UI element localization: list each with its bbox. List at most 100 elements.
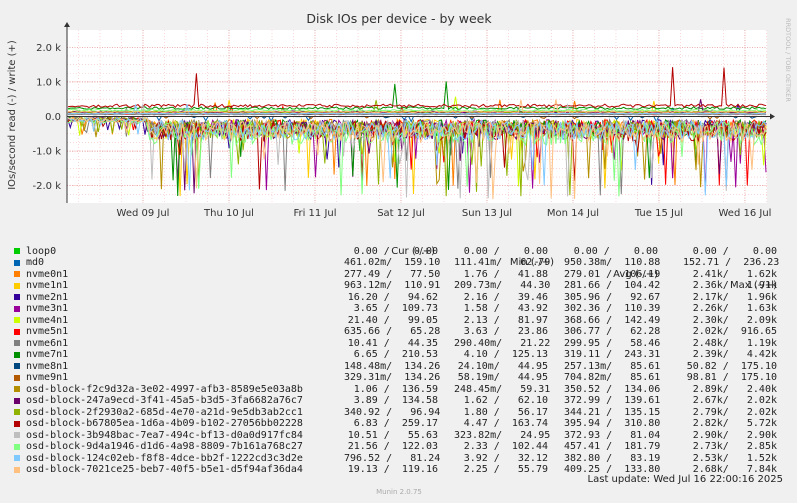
legend-value-avg: 344.21 / 135.15 xyxy=(564,406,661,418)
legend-value-cur: 6.65 / 210.53 xyxy=(353,349,438,360)
x-tick-label: Sat 12 Jul xyxy=(377,208,425,219)
legend-row: nvme9n1 329.31m/ 134.26 58.19m/ 44.95 704.8… xyxy=(14,372,777,384)
legend-value-max: 2.90k/ 2.90k xyxy=(692,429,777,441)
legend-series-name: osd-block-7021ce25-beb7-40f5-b5e1-d5f94a… xyxy=(26,464,303,475)
legend-value-min: 4.47 / 163.74 xyxy=(463,418,548,429)
legend-value-cur: 19.13 / 119.16 xyxy=(347,464,438,475)
legend-row: osd-block-247a9ecd-3f41-45a5-b3d5-3fa668… xyxy=(14,395,777,407)
legend-swatch-icon xyxy=(14,432,20,438)
legend-series-name: nvme2n1 xyxy=(26,291,69,303)
last-update-text: Last update: Wed Jul 16 22:00:16 2025 xyxy=(588,474,783,485)
legend-value-min: 24.10m/ 44.95 xyxy=(457,360,548,372)
series-read-line xyxy=(67,116,767,200)
legend-value-min: 209.73m/ 44.30 xyxy=(454,280,551,291)
legend-value-min: 1.58 / 43.92 xyxy=(463,303,548,314)
legend-value-avg: 319.11 / 243.31 xyxy=(564,349,661,360)
legend-value-max: 2.02k/ 916.65 xyxy=(692,326,777,337)
legend-value-max: 2.30k/ 2.09k xyxy=(692,314,777,326)
legend-value-max: 2.39k/ 4.42k xyxy=(692,349,777,360)
series-write-line xyxy=(68,106,767,116)
legend-row: nvme4n1 21.40 / 99.05 2.13 / 81.97 368.66 /… xyxy=(14,315,777,327)
legend-value-max: 2.82k/ 5.72k xyxy=(692,418,777,429)
grid-lines xyxy=(67,30,767,203)
legend-value-avg: 409.25 / 133.80 xyxy=(564,464,661,475)
x-tick-label: Thu 10 Jul xyxy=(203,208,254,219)
legend-header-max: Max (-/+) xyxy=(729,280,777,291)
legend-row: nvme0n1 277.49 / 77.50 1.76 / 41.88 279.01 … xyxy=(14,269,777,281)
legend-value-avg: 302.36 / 110.39 xyxy=(564,303,661,314)
legend-value-max: 2.26k/ 1.63k xyxy=(692,303,777,314)
legend-swatch-icon xyxy=(14,386,20,392)
legend-series-name: nvme6n1 xyxy=(26,337,69,349)
legend-value-cur: 796.52 / 81.24 xyxy=(344,452,441,464)
legend-value-cur: 0.00 / 0.00 xyxy=(353,245,438,257)
rrdtool-watermark: RRDTOOL / TOBI OETIKER xyxy=(784,18,792,102)
legend-value-cur: 461.02m/ 159.10 xyxy=(344,257,441,268)
legend-value-max: 152.71 / 236.23 xyxy=(683,257,780,268)
legend-swatch-icon xyxy=(14,466,20,473)
legend-swatch-icon xyxy=(14,409,20,415)
legend-value-max: 2.48k/ 1.19k xyxy=(692,337,777,349)
legend-row: nvme8n1 148.48m/ 134.26 24.10m/ 44.95 257.1… xyxy=(14,361,777,373)
legend-series-name: nvme4n1 xyxy=(26,314,69,326)
legend-series-name: osd-block-f2c9d32a-3e02-4997-afb3-8589e5… xyxy=(26,383,303,395)
legend-row: nvme3n1 3.65 / 109.73 1.58 / 43.92 302.36 /… xyxy=(14,303,777,315)
legend-value-max: 2.67k/ 2.02k xyxy=(692,395,777,406)
legend-value-min: 290.40m/ 21.22 xyxy=(454,337,551,349)
legend-row: osd-block-124c02eb-f8f8-4dce-bb2f-1222cd… xyxy=(14,453,777,465)
series-write-line xyxy=(67,81,767,111)
legend-row: nvme6n1 10.41 / 44.35 290.40m/ 21.22 299.95… xyxy=(14,338,777,350)
legend-swatch-icon xyxy=(14,328,20,335)
series-write-line xyxy=(67,67,767,109)
legend: Cur (-/+) Min (-/+) Avg (-/+) Max (-/+) … xyxy=(14,234,779,476)
legend-value-avg: 457.41 / 181.79 xyxy=(564,441,661,452)
y-tick-label: 2.0 k xyxy=(36,43,61,54)
legend-value-min: 2.25 / 55.79 xyxy=(463,464,548,475)
legend-swatch-icon xyxy=(14,340,20,346)
legend-series-name: nvme5n1 xyxy=(26,326,69,337)
y-axis-label: IOs/second read (-) / write (+) xyxy=(7,40,18,190)
legend-value-cur: 3.65 / 109.73 xyxy=(353,303,438,314)
legend-value-avg: 257.13m/ 85.61 xyxy=(564,360,661,372)
legend-series-name: nvme0n1 xyxy=(26,268,69,280)
legend-swatch-icon xyxy=(14,443,20,450)
legend-value-max: 50.82 / 175.10 xyxy=(686,360,777,372)
legend-row: nvme7n1 6.65 / 210.53 4.10 / 125.13 319.11 … xyxy=(14,349,777,361)
legend-value-cur: 3.89 / 134.58 xyxy=(353,395,438,406)
legend-value-avg: 299.95 / 58.46 xyxy=(564,337,661,349)
legend-value-avg: 382.80 / 83.19 xyxy=(564,452,661,464)
legend-value-max: 2.79k/ 2.02k xyxy=(692,406,777,418)
legend-value-cur: 6.83 / 259.17 xyxy=(353,418,438,429)
legend-value-cur: 16.20 / 94.62 xyxy=(347,291,438,303)
x-axis-arrow-icon xyxy=(770,113,775,120)
legend-series-name: osd-block-2f2930a2-685d-4e70-a21d-9e5db3… xyxy=(26,406,303,418)
legend-row: md0 461.02m/ 159.10 111.41m/ 62.79 950.38m/… xyxy=(14,257,779,269)
legend-row: osd-block-7021ce25-beb7-40f5-b5e1-d5f94a… xyxy=(14,464,777,476)
legend-value-cur: 148.48m/ 134.26 xyxy=(344,360,441,372)
legend-value-max: 2.73k/ 2.85k xyxy=(692,441,777,452)
legend-value-max: 2.36k/ 1.91k xyxy=(692,280,777,291)
y-tick-label: 0.0 xyxy=(45,112,61,123)
legend-swatch-icon xyxy=(14,420,20,427)
legend-series-name: osd-block-9d4a1946-d1d6-4a98-8809-7b161a… xyxy=(26,441,303,452)
legend-row: osd-block-9d4a1946-d1d6-4a98-8809-7b161a… xyxy=(14,441,777,453)
x-tick-label: Fri 11 Jul xyxy=(293,208,336,219)
x-tick-label: Wed 16 Jul xyxy=(718,208,771,219)
legend-value-avg: 368.66 / 142.49 xyxy=(564,314,661,326)
legend-value-max: 2.17k/ 1.96k xyxy=(692,291,777,303)
legend-series-name: md0 xyxy=(26,257,45,268)
legend-value-min: 111.41m/ 62.79 xyxy=(454,257,551,268)
legend-value-avg: 305.96 / 92.67 xyxy=(564,291,661,303)
legend-value-max: 0.00 / 0.00 xyxy=(692,245,777,257)
legend-series-name: loop0 xyxy=(26,245,57,257)
x-tick-label: Mon 14 Jul xyxy=(547,208,599,219)
series-write-line xyxy=(67,108,767,112)
legend-value-cur: 329.31m/ 134.26 xyxy=(344,372,441,383)
legend-value-min: 1.76 / 41.88 xyxy=(463,268,548,280)
x-tick-label: Tue 15 Jul xyxy=(634,208,683,219)
legend-row: osd-block-3b948bac-7ea7-494c-bf13-d0a0d9… xyxy=(14,430,777,442)
legend-swatch-icon xyxy=(14,305,20,312)
legend-header: Cur (-/+) Min (-/+) Avg (-/+) Max (-/+) xyxy=(14,234,777,292)
legend-value-min: 2.16 / 39.46 xyxy=(463,291,548,303)
